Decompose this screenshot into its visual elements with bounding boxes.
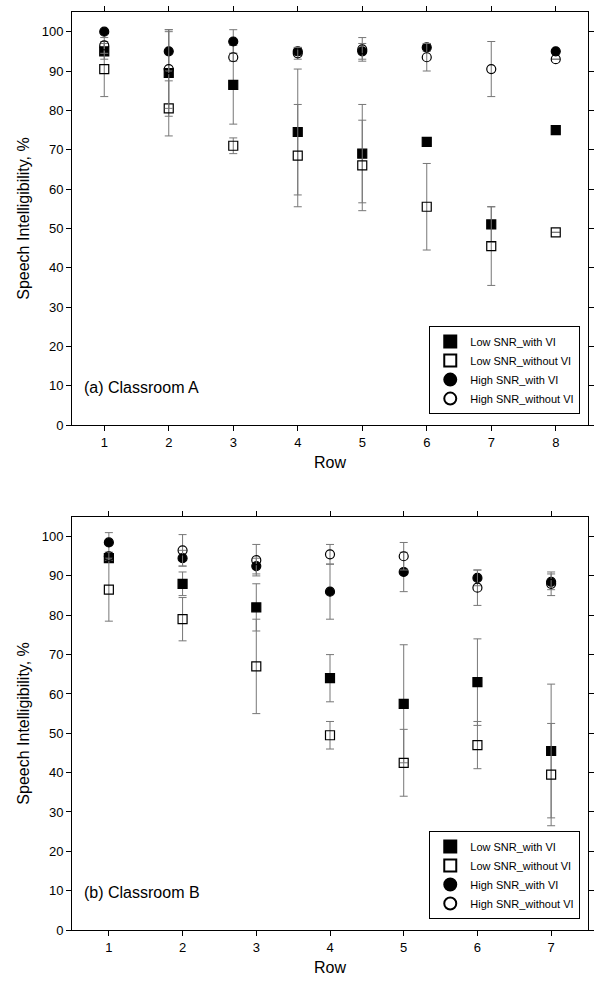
svg-text:High SNR_without VI: High SNR_without VI xyxy=(470,898,573,910)
svg-text:20: 20 xyxy=(49,844,63,859)
svg-text:70: 70 xyxy=(49,647,63,662)
svg-text:3: 3 xyxy=(230,435,237,450)
svg-text:Speech Intelligibility, %: Speech Intelligibility, % xyxy=(15,642,32,804)
svg-text:7: 7 xyxy=(548,940,555,955)
svg-text:4: 4 xyxy=(326,940,333,955)
svg-text:5: 5 xyxy=(400,940,407,955)
svg-text:High SNR_with VI: High SNR_with VI xyxy=(470,374,558,386)
svg-text:60: 60 xyxy=(49,686,63,701)
svg-text:50: 50 xyxy=(49,726,63,741)
svg-text:80: 80 xyxy=(49,608,63,623)
svg-text:6: 6 xyxy=(423,435,430,450)
svg-text:20: 20 xyxy=(49,339,63,354)
svg-text:3: 3 xyxy=(253,940,260,955)
svg-text:30: 30 xyxy=(49,805,63,820)
svg-text:Speech Intelligibility, %: Speech Intelligibility, % xyxy=(15,137,32,299)
svg-text:7: 7 xyxy=(488,435,495,450)
svg-text:40: 40 xyxy=(49,260,63,275)
svg-text:80: 80 xyxy=(49,103,63,118)
svg-text:10: 10 xyxy=(49,883,63,898)
svg-text:(a) Classroom A: (a) Classroom A xyxy=(84,379,199,396)
svg-text:1: 1 xyxy=(105,940,112,955)
svg-text:High SNR_with VI: High SNR_with VI xyxy=(470,879,558,891)
svg-text:0: 0 xyxy=(56,923,63,938)
svg-text:8: 8 xyxy=(552,435,559,450)
svg-text:10: 10 xyxy=(49,378,63,393)
svg-text:0: 0 xyxy=(56,418,63,433)
svg-text:6: 6 xyxy=(474,940,481,955)
svg-text:70: 70 xyxy=(49,142,63,157)
svg-text:5: 5 xyxy=(359,435,366,450)
svg-text:Low SNR_without VI: Low SNR_without VI xyxy=(470,860,571,872)
svg-text:1: 1 xyxy=(101,435,108,450)
svg-text:Low SNR_with VI: Low SNR_with VI xyxy=(470,336,556,348)
svg-text:(b) Classroom B: (b) Classroom B xyxy=(84,884,200,901)
svg-text:50: 50 xyxy=(49,221,63,236)
svg-text:High SNR_without VI: High SNR_without VI xyxy=(470,393,573,405)
svg-text:Low SNR_with VI: Low SNR_with VI xyxy=(470,841,556,853)
svg-text:4: 4 xyxy=(294,435,301,450)
svg-text:Low SNR_without VI: Low SNR_without VI xyxy=(470,355,571,367)
svg-text:90: 90 xyxy=(49,64,63,79)
svg-text:30: 30 xyxy=(49,300,63,315)
svg-text:2: 2 xyxy=(179,940,186,955)
svg-text:90: 90 xyxy=(49,568,63,583)
svg-text:Row: Row xyxy=(314,959,346,976)
svg-text:Row: Row xyxy=(314,454,346,471)
svg-text:60: 60 xyxy=(49,182,63,197)
svg-text:100: 100 xyxy=(42,24,64,39)
svg-text:100: 100 xyxy=(42,529,64,544)
svg-text:2: 2 xyxy=(165,435,172,450)
svg-text:40: 40 xyxy=(49,765,63,780)
